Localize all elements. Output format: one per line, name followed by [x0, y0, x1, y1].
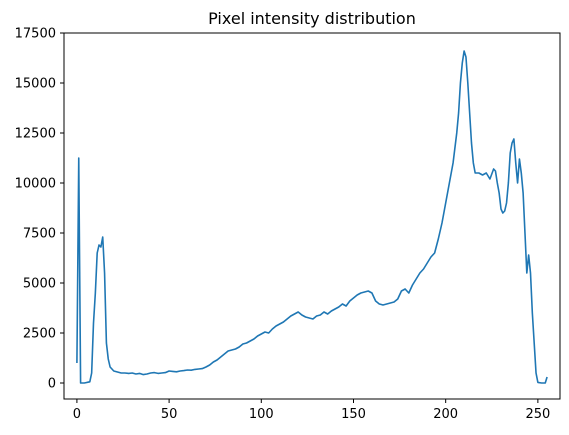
y-tick-label: 15000: [15, 77, 56, 92]
y-tick-label: 2500: [23, 327, 56, 342]
x-tick-label: 0: [73, 407, 81, 422]
y-tick-label: 5000: [23, 277, 56, 292]
y-tick-label: 10000: [15, 177, 56, 192]
x-tick-label: 150: [341, 407, 366, 422]
x-tick-label: 50: [161, 407, 178, 422]
x-tick-label: 200: [433, 407, 458, 422]
plot-area: [76, 50, 548, 384]
y-tick-label: 7500: [23, 227, 56, 242]
y-tick-label: 0: [48, 377, 56, 392]
y-tick-label: 17500: [15, 27, 56, 42]
y-axis: 0 2500 5000 7500 10000 12500 15000 17500: [15, 27, 64, 392]
series-line-0: [76, 50, 548, 384]
x-axis: 0 50 100 150 200 250: [73, 399, 550, 422]
y-tick-label: 12500: [15, 127, 56, 142]
x-tick-label: 250: [525, 407, 550, 422]
axes-frame: [63, 32, 561, 400]
chart-title: Pixel intensity distribution: [208, 9, 416, 28]
x-tick-label: 100: [249, 407, 274, 422]
